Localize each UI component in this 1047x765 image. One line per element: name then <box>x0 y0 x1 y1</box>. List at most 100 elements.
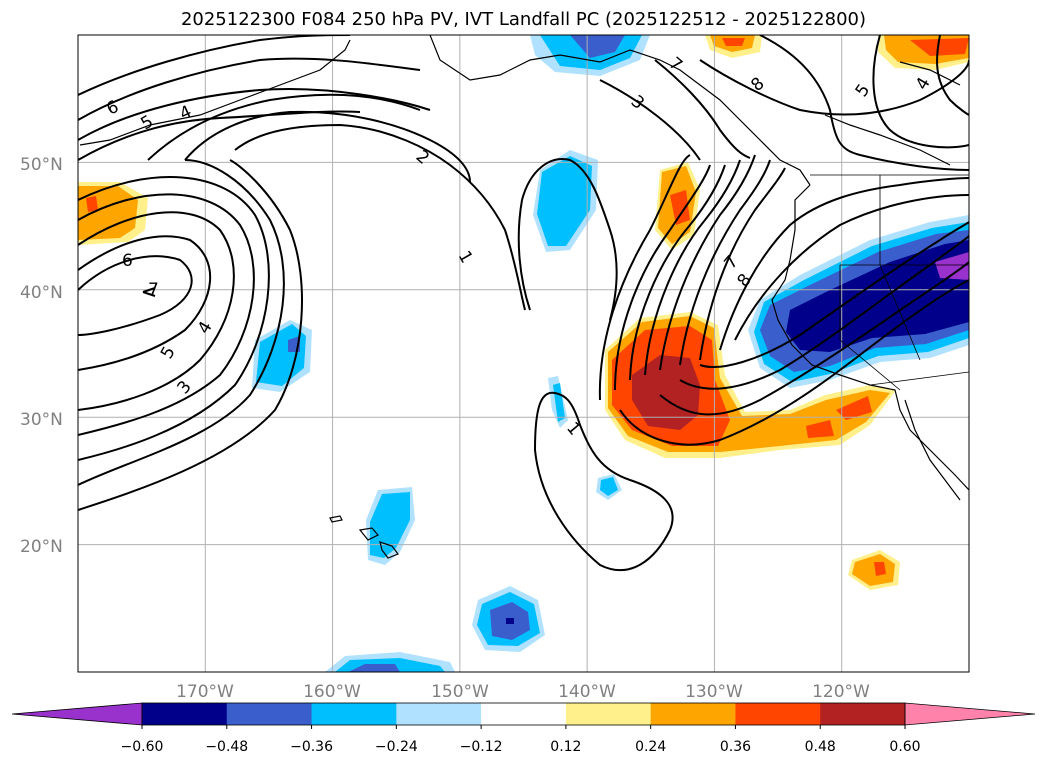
contour-line <box>598 154 691 401</box>
coastline-baja <box>904 399 961 501</box>
contour-line <box>659 154 756 371</box>
contour-label: 8 <box>747 74 768 96</box>
contour-line <box>78 159 303 511</box>
contour-label: 7 <box>148 280 159 300</box>
contour-line <box>654 59 751 159</box>
coastline-alaska <box>429 35 811 186</box>
border-interior <box>839 175 969 391</box>
shade-positive <box>722 38 745 46</box>
shade-negative <box>600 477 618 496</box>
colorbar-segment <box>565 703 652 725</box>
colorbar-tick-label: 0.60 <box>889 739 920 755</box>
shade-positive <box>670 190 690 225</box>
contour-line <box>699 59 969 116</box>
contour-line <box>679 235 969 390</box>
contour-label: 6 <box>122 251 133 271</box>
contour-line <box>719 177 969 351</box>
contour-line <box>78 211 235 411</box>
colorbar-tick-label: −0.24 <box>375 739 418 755</box>
contour-line <box>679 159 771 366</box>
shade-positive <box>78 186 138 240</box>
shade-positive <box>86 196 98 212</box>
pv-contours <box>78 35 969 571</box>
contour-line <box>533 391 674 571</box>
contour-label: 5 <box>157 343 180 362</box>
lat-label: 40°N <box>20 283 63 303</box>
contour-line <box>936 35 969 116</box>
shade-positive <box>836 396 872 420</box>
lon-label: 120°W <box>812 682 870 702</box>
colorbar-segment <box>735 703 821 725</box>
colorbar-outline <box>141 702 906 726</box>
island-top <box>824 61 961 166</box>
shade-positive <box>910 38 969 56</box>
shade-negative <box>348 664 400 672</box>
lat-label: 20°N <box>20 537 63 557</box>
map-frame <box>77 34 970 673</box>
colorbar-tick-label: 0.12 <box>550 739 581 755</box>
colorbar-segment <box>311 703 397 725</box>
contour-line <box>78 176 270 461</box>
contour-label: 1 <box>454 248 477 267</box>
border-mexico <box>869 371 969 386</box>
shade-positive <box>806 420 834 438</box>
colorbar: −0.60 −0.48 −0.36 −0.24 −0.12 0.12 0.24 0.36 0.4… <box>11 702 1036 755</box>
contour-line <box>614 164 711 391</box>
pv-shading <box>78 35 969 672</box>
contour-label: 4 <box>912 74 935 93</box>
colorbar-segment <box>396 703 482 725</box>
contour-label: 3 <box>627 92 648 114</box>
contour-line <box>78 235 212 371</box>
contour-line <box>629 164 726 381</box>
colorbar-segment <box>650 703 736 725</box>
colorbar-tick-label: 0.24 <box>635 739 666 755</box>
contour-line <box>234 123 526 311</box>
contour-line <box>78 35 351 96</box>
contour-line <box>699 221 969 368</box>
colorbar-segment <box>142 703 228 725</box>
contour-line <box>619 279 969 446</box>
map-title: 2025122300 F084 250 hPa PV, IVT Landfall… <box>180 9 867 30</box>
coastline-alaska <box>79 39 351 146</box>
contour-line <box>759 35 969 171</box>
lat-label: 30°N <box>20 410 63 430</box>
contour-line <box>78 88 431 141</box>
contour-line <box>78 255 193 336</box>
colorbar-segment <box>226 703 313 725</box>
contour-line <box>517 158 618 321</box>
contour-line <box>78 57 421 121</box>
contour-label: 5 <box>852 81 875 101</box>
contour-line <box>734 194 969 341</box>
shade-negative <box>570 35 625 58</box>
shade-negative <box>506 618 514 624</box>
latitude-labels: 50°N 40°N 30°N 20°N <box>20 155 63 557</box>
contour-label: 2 <box>412 147 433 169</box>
shade-negative <box>786 240 969 352</box>
colorbar-segment <box>820 703 906 725</box>
longitude-labels: 170°W 160°W 150°W 140°W 130°W 120°W <box>176 682 870 702</box>
contour-line <box>599 79 701 161</box>
shade-negative <box>537 156 592 246</box>
coastline-northwest <box>771 184 969 491</box>
contour-line <box>147 93 421 161</box>
colorbar-tick-label: −0.36 <box>290 739 333 755</box>
colorbar-segment <box>481 703 567 725</box>
contour-label: 4 <box>177 102 195 125</box>
lon-label: 130°W <box>685 682 743 702</box>
colorbar-extend-high <box>904 702 1036 726</box>
colorbar-tick-label: −0.12 <box>460 739 503 755</box>
shade-positive <box>874 562 886 576</box>
contour-line <box>644 159 741 376</box>
contour-line <box>699 167 786 361</box>
contour-line <box>78 193 255 436</box>
contour-line <box>184 110 471 183</box>
lon-label: 150°W <box>431 682 489 702</box>
contour-line <box>142 287 156 297</box>
shade-negative <box>935 252 969 280</box>
contour-label: 5 <box>138 112 157 135</box>
colorbar-tick-label: −0.60 <box>121 739 164 755</box>
contour-line <box>659 261 969 416</box>
lat-label: 50°N <box>20 155 63 175</box>
colorbar-tick-label: 0.36 <box>720 739 751 755</box>
